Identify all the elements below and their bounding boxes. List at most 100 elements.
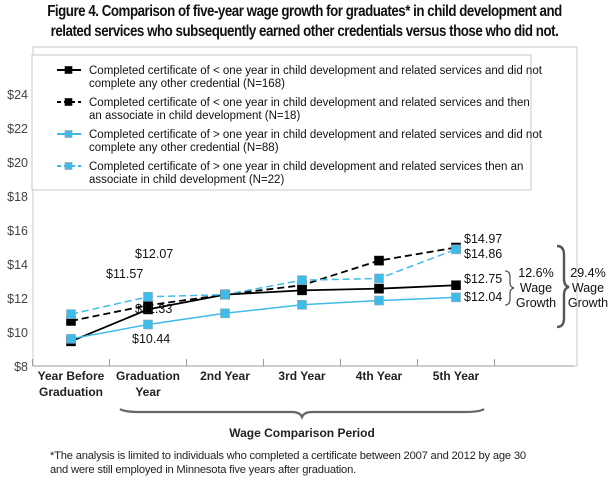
- data-point: [143, 292, 153, 302]
- data-label: $10.44: [132, 332, 170, 346]
- legend-marker-swatch: [64, 66, 73, 74]
- legend-item: Completed certificate of < one year in c…: [57, 97, 530, 122]
- y-tick-label: $20: [7, 156, 28, 170]
- legend-label-line: Completed certificate of < one year in c…: [89, 65, 543, 77]
- legend-label: Completed certificate of > one year in c…: [89, 161, 523, 186]
- legend: Completed certificate of < one year in c…: [31, 54, 543, 191]
- data-label: $12.07: [135, 247, 173, 261]
- data-point: [297, 299, 307, 310]
- legend-label-line: complete any other credential (N=168): [89, 78, 285, 90]
- series-line: [70, 284, 457, 343]
- series-2: [66, 242, 461, 326]
- legend-label: Completed certificate of > one year in c…: [89, 129, 543, 154]
- legend-label-line: an associate in child development (N=18): [89, 110, 300, 122]
- data-point: [220, 289, 230, 300]
- footnote-line-2: and were still employed in Minnesota fiv…: [50, 464, 357, 476]
- legend-label-line: Completed certificate of < one year in c…: [89, 97, 530, 109]
- x-axis-title: Wage Comparison Period: [229, 426, 375, 440]
- data-label: $11.33: [135, 302, 172, 316]
- data-point: [66, 309, 76, 319]
- data-label: $12.04: [464, 290, 502, 304]
- y-tick-label: $16: [7, 224, 28, 238]
- growth-annotation-line: Growth: [568, 296, 608, 310]
- x-tick-label: 3rd Year: [278, 369, 325, 383]
- data-point: [374, 273, 384, 284]
- footnote: *The analysis is limited to individuals …: [50, 449, 570, 477]
- x-tick-label: 2nd Year: [200, 369, 250, 383]
- data-label: $11.57: [106, 267, 143, 281]
- legend-marker-swatch: [64, 98, 73, 106]
- growth-annotation: 12.6% Wage Growth: [516, 266, 556, 310]
- legend-label-line: Completed certificate of > one year in c…: [89, 161, 523, 173]
- data-point: [374, 255, 384, 266]
- series-3: [66, 292, 461, 344]
- data-label: $14.86: [464, 247, 502, 261]
- chart-title: Figure 4. Comparison of five-year wage g…: [43, 2, 567, 42]
- growth-annotation: 29.4% Wage Growth: [568, 266, 608, 310]
- data-label: $12.75: [464, 272, 502, 286]
- data-point: [143, 319, 153, 330]
- x-tick-label-line: Year Before: [38, 369, 105, 383]
- x-tick-label: Year Before Graduation: [38, 369, 105, 399]
- y-tick-label: $22: [7, 122, 28, 136]
- wage-period-brace: [119, 408, 485, 420]
- footnote-line-1: *The analysis is limited to individuals …: [50, 450, 526, 462]
- data-point: [374, 283, 384, 294]
- data-point: [297, 275, 307, 285]
- y-tick-label: $10: [7, 326, 28, 340]
- growth-annotation-line: Growth: [516, 296, 556, 310]
- data-point: [66, 333, 76, 344]
- y-tick-label: $14: [7, 258, 28, 272]
- growth-annotation-line: Wage: [572, 281, 604, 295]
- legend-label: Completed certificate of < one year in c…: [89, 97, 530, 122]
- y-axis: $8 $10 $12 $14 $16 $18 $20 $22 $24: [7, 88, 28, 374]
- x-tick-label-line: 3rd Year: [278, 369, 325, 383]
- legend-label: Completed certificate of < one year in c…: [89, 65, 543, 90]
- legend-marker-swatch: [64, 130, 73, 138]
- legend-marker-swatch: [64, 162, 73, 170]
- series-line: [70, 248, 457, 315]
- x-axis: Year Before Graduation Graduation Year 2nd Y…: [32, 359, 574, 440]
- x-tick-label-line: 2nd Year: [200, 369, 250, 383]
- data-label: $14.97: [464, 232, 502, 246]
- x-tick-label: 4th Year: [356, 369, 403, 383]
- growth-annotation-line: 29.4%: [570, 266, 605, 280]
- series-1: [66, 280, 461, 347]
- legend-label-line: complete any other credential (N=88): [89, 142, 279, 154]
- x-tick-label-line: 5th Year: [433, 369, 480, 383]
- legend-label-line: Completed certificate of > one year in c…: [89, 129, 543, 141]
- legend-item: Completed certificate of > one year in c…: [57, 161, 523, 186]
- data-point: [374, 295, 384, 306]
- brace-12-6: [504, 270, 515, 306]
- series-line: [70, 296, 457, 340]
- data-point: [220, 308, 230, 319]
- growth-annotation-line: 12.6%: [518, 266, 553, 280]
- x-tick-label: 5th Year: [433, 369, 480, 383]
- series-line: [70, 246, 457, 322]
- chart-title-line-1: Figure 4. Comparison of five-year wage g…: [47, 3, 562, 20]
- legend-item: Completed certificate of > one year in c…: [57, 129, 543, 154]
- growth-annotation-line: Wage: [520, 281, 552, 295]
- data-point: [451, 244, 461, 255]
- y-tick-label: $24: [7, 88, 28, 102]
- x-tick-label-line: Graduation: [39, 385, 103, 399]
- x-tick-label-line: Year: [135, 385, 161, 399]
- x-tick-label: Graduation Year: [116, 369, 180, 399]
- data-point: [451, 280, 461, 291]
- y-tick-label: $18: [7, 190, 28, 204]
- y-tick-label: $12: [7, 292, 28, 306]
- series-group: [66, 242, 461, 347]
- y-tick-label: $8: [14, 360, 28, 374]
- series-4: [66, 244, 461, 319]
- x-tick-label-line: 4th Year: [356, 369, 403, 383]
- brace-29-4: [556, 244, 570, 329]
- chart-title-line-2: related services who subsequently earned…: [50, 23, 559, 40]
- data-point: [451, 292, 461, 303]
- legend-item: Completed certificate of < one year in c…: [57, 65, 543, 90]
- data-labels: $11.57 $12.07 $11.33 $10.44 $14.97$14.86 $12.…: [106, 232, 502, 346]
- legend-box: [31, 54, 532, 191]
- x-tick-label-line: Graduation: [116, 369, 180, 383]
- legend-label-line: associate in child development (N=22): [89, 174, 284, 186]
